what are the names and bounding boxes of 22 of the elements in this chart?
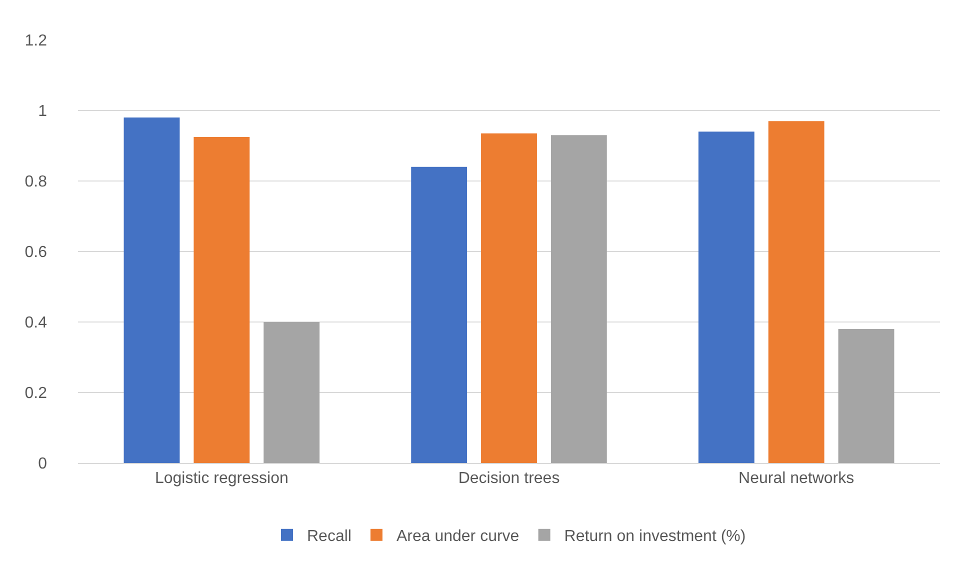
y-tick-label: 0.4 bbox=[24, 314, 48, 332]
bar bbox=[768, 121, 824, 463]
bar bbox=[264, 322, 320, 463]
y-tick-label: 0.8 bbox=[24, 174, 48, 191]
y-tick-label: 1.2 bbox=[24, 32, 48, 50]
y-tick-label: 0 bbox=[38, 456, 48, 473]
bar bbox=[481, 133, 537, 463]
y-tick-label: 1 bbox=[38, 103, 48, 120]
y-tick-label: 0.6 bbox=[24, 244, 48, 262]
legend-label: Recall bbox=[307, 528, 352, 546]
bar bbox=[194, 136, 250, 463]
bar bbox=[698, 132, 754, 463]
x-tick-label: Decision trees bbox=[458, 470, 560, 488]
bar bbox=[550, 135, 607, 463]
bar bbox=[838, 329, 894, 463]
legend-label: Area under curve bbox=[396, 528, 520, 546]
bar bbox=[411, 166, 468, 463]
legend-label: Return on investment (%) bbox=[564, 528, 746, 546]
y-tick-label: 0.2 bbox=[24, 385, 48, 402]
bar bbox=[124, 118, 180, 463]
x-tick-label: Logistic regression bbox=[154, 470, 288, 488]
x-tick-label: Neural networks bbox=[738, 470, 854, 488]
